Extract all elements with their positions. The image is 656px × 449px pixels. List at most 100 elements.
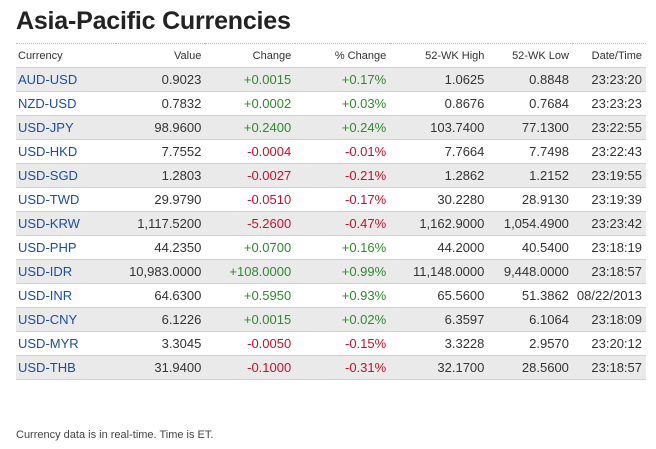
pct-change-cell: +0.24% bbox=[295, 115, 391, 140]
column-header-52wk-high: 52-WK High bbox=[390, 43, 489, 68]
high-cell: 1.2862 bbox=[390, 163, 489, 188]
currency-link[interactable]: AUD-USD bbox=[18, 72, 78, 87]
value-cell: 44.2350 bbox=[116, 235, 206, 260]
change-cell: -0.0510 bbox=[205, 187, 296, 212]
currency-cell: AUD-USD bbox=[16, 67, 117, 92]
value-cell: 1,117.5200 bbox=[116, 211, 206, 236]
currency-cell: USD-KRW bbox=[16, 211, 117, 236]
change-cell: -0.1000 bbox=[205, 355, 296, 380]
datetime-cell: 23:18:09 bbox=[572, 307, 646, 332]
pct-change-cell: +0.93% bbox=[295, 283, 391, 308]
page-title: Asia-Pacific Currencies bbox=[16, 7, 291, 35]
pct-change-cell: -0.01% bbox=[295, 139, 391, 164]
table-row: USD-IDR 10,983.0000 +108.0000 +0.99% 11,148.… bbox=[16, 259, 646, 284]
high-cell: 44.2000 bbox=[390, 235, 489, 260]
currency-link[interactable]: USD-CNY bbox=[18, 312, 78, 327]
currency-cell: USD-PHP bbox=[16, 235, 117, 260]
datetime-cell: 23:19:39 bbox=[572, 187, 646, 212]
table-row: USD-TWD 29.9790 -0.0510 -0.17% 30.2280 28.913… bbox=[16, 187, 646, 212]
currency-link[interactable]: NZD-USD bbox=[18, 96, 77, 111]
change-cell: +0.0015 bbox=[205, 67, 296, 92]
footnote: Currency data is in real-time. Time is E… bbox=[16, 429, 214, 441]
table-row: USD-CNY 6.1226 +0.0015 +0.02% 6.3597 6.1064 23… bbox=[16, 307, 646, 332]
pct-change-cell: +0.02% bbox=[295, 307, 391, 332]
column-header-52wk-low: 52-WK Low bbox=[488, 43, 573, 68]
pct-change-cell: +0.03% bbox=[295, 91, 391, 116]
change-cell: +0.0002 bbox=[205, 91, 296, 116]
table-row: NZD-USD 0.7832 +0.0002 +0.03% 0.8676 0.7684 23… bbox=[16, 91, 646, 116]
high-cell: 103.7400 bbox=[390, 115, 489, 140]
high-cell: 6.3597 bbox=[390, 307, 489, 332]
change-cell: -0.0004 bbox=[205, 139, 296, 164]
datetime-cell: 23:18:57 bbox=[572, 259, 646, 284]
table-row: USD-THB 31.9400 -0.1000 -0.31% 32.1700 28.560… bbox=[16, 355, 646, 380]
currency-table: Currency Value Change % Change 52-WK Hig… bbox=[16, 43, 646, 380]
currency-link[interactable]: USD-TWD bbox=[18, 192, 80, 207]
column-header-value: Value bbox=[116, 43, 206, 68]
currency-cell: USD-IDR bbox=[16, 259, 117, 284]
currency-cell: NZD-USD bbox=[16, 91, 117, 116]
low-cell: 2.9570 bbox=[488, 331, 573, 356]
column-header-change: Change bbox=[205, 43, 296, 68]
currency-cell: USD-MYR bbox=[16, 331, 117, 356]
datetime-cell: 23:23:42 bbox=[572, 211, 646, 236]
low-cell: 0.7684 bbox=[488, 91, 573, 116]
value-cell: 7.7552 bbox=[116, 139, 206, 164]
low-cell: 6.1064 bbox=[488, 307, 573, 332]
pct-change-cell: -0.47% bbox=[295, 211, 391, 236]
currency-cell: USD-SGD bbox=[16, 163, 117, 188]
table-row: USD-HKD 7.7552 -0.0004 -0.01% 7.7664 7.7498 23… bbox=[16, 139, 646, 164]
currency-link[interactable]: USD-SGD bbox=[18, 168, 78, 183]
high-cell: 1.0625 bbox=[390, 67, 489, 92]
value-cell: 6.1226 bbox=[116, 307, 206, 332]
pct-change-cell: +0.99% bbox=[295, 259, 391, 284]
column-header-currency: Currency bbox=[16, 43, 117, 68]
pct-change-cell: -0.21% bbox=[295, 163, 391, 188]
currency-cell: USD-THB bbox=[16, 355, 117, 380]
table-header-row: Currency Value Change % Change 52-WK Hig… bbox=[16, 43, 646, 68]
high-cell: 30.2280 bbox=[390, 187, 489, 212]
datetime-cell: 23:22:43 bbox=[572, 139, 646, 164]
low-cell: 40.5400 bbox=[488, 235, 573, 260]
currency-link[interactable]: USD-THB bbox=[18, 360, 76, 375]
low-cell: 1,054.4900 bbox=[488, 211, 573, 236]
low-cell: 7.7498 bbox=[488, 139, 573, 164]
change-cell: -0.0050 bbox=[205, 331, 296, 356]
currency-cell: USD-HKD bbox=[16, 139, 117, 164]
low-cell: 9,448.0000 bbox=[488, 259, 573, 284]
value-cell: 10,983.0000 bbox=[116, 259, 206, 284]
currency-cell: USD-TWD bbox=[16, 187, 117, 212]
value-cell: 31.9400 bbox=[116, 355, 206, 380]
currency-link[interactable]: USD-MYR bbox=[18, 336, 79, 351]
datetime-cell: 23:18:57 bbox=[572, 355, 646, 380]
change-cell: +0.2400 bbox=[205, 115, 296, 140]
pct-change-cell: +0.17% bbox=[295, 67, 391, 92]
change-cell: -0.0027 bbox=[205, 163, 296, 188]
datetime-cell: 23:23:20 bbox=[572, 67, 646, 92]
currency-link[interactable]: USD-JPY bbox=[18, 120, 74, 135]
currency-link[interactable]: USD-KRW bbox=[18, 216, 80, 231]
currency-link[interactable]: USD-PHP bbox=[18, 240, 77, 255]
currency-link[interactable]: USD-INR bbox=[18, 288, 73, 303]
value-cell: 0.9023 bbox=[116, 67, 206, 92]
change-cell: +0.5950 bbox=[205, 283, 296, 308]
currency-cell: USD-JPY bbox=[16, 115, 117, 140]
change-cell: +0.0015 bbox=[205, 307, 296, 332]
datetime-cell: 23:18:19 bbox=[572, 235, 646, 260]
value-cell: 0.7832 bbox=[116, 91, 206, 116]
low-cell: 1.2152 bbox=[488, 163, 573, 188]
datetime-cell: 08/22/2013 bbox=[572, 283, 646, 308]
change-cell: +0.0700 bbox=[205, 235, 296, 260]
high-cell: 32.1700 bbox=[390, 355, 489, 380]
high-cell: 0.8676 bbox=[390, 91, 489, 116]
datetime-cell: 23:19:55 bbox=[572, 163, 646, 188]
high-cell: 1,162.9000 bbox=[390, 211, 489, 236]
currency-link[interactable]: USD-IDR bbox=[18, 264, 73, 279]
change-cell: -5.2600 bbox=[205, 211, 296, 236]
low-cell: 28.5600 bbox=[488, 355, 573, 380]
datetime-cell: 23:22:55 bbox=[572, 115, 646, 140]
value-cell: 29.9790 bbox=[116, 187, 206, 212]
currency-link[interactable]: USD-HKD bbox=[18, 144, 78, 159]
low-cell: 28.9130 bbox=[488, 187, 573, 212]
column-header-pct-change: % Change bbox=[295, 43, 391, 68]
